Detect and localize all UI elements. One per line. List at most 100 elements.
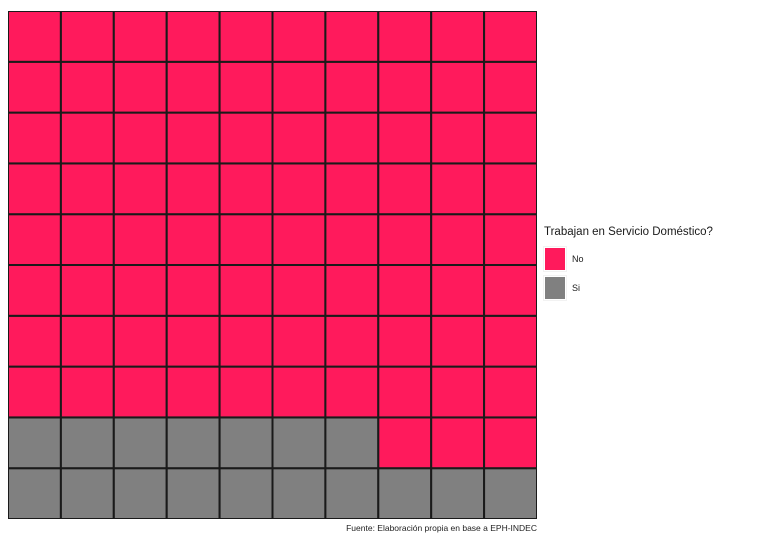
waffle-cell-no [324, 11, 380, 63]
waffle-cell-no [483, 314, 537, 368]
waffle-cell-no [59, 60, 115, 114]
waffle-cell-no [324, 60, 380, 114]
waffle-cell-no [59, 162, 115, 216]
waffle-cell-no [430, 314, 486, 368]
waffle-cell-no [8, 314, 62, 368]
waffle-cell-no [112, 11, 168, 63]
waffle-cell-no [165, 365, 221, 419]
waffle-cell-no [165, 264, 221, 317]
waffle-cell-no [59, 11, 115, 63]
waffle-cell-no [218, 11, 274, 63]
waffle-cell-no [377, 365, 433, 419]
waffle-cell-no [8, 111, 62, 165]
waffle-cell-no [271, 11, 327, 63]
waffle-cell-si [165, 467, 221, 519]
waffle-cell-no [324, 213, 380, 266]
waffle-cell-no [112, 162, 168, 216]
waffle-cell-si [165, 416, 221, 470]
waffle-cell-no [8, 162, 62, 216]
waffle-cell-no [430, 111, 486, 165]
waffle-cell-no [430, 162, 486, 216]
waffle-cell-no [483, 213, 537, 266]
waffle-cell-no [8, 11, 62, 63]
waffle-cell-no [271, 264, 327, 317]
waffle-cell-no [59, 111, 115, 165]
waffle-cell-no [483, 416, 537, 470]
waffle-cell-no [430, 11, 486, 63]
waffle-cell-no [324, 365, 380, 419]
waffle-cell-no [377, 314, 433, 368]
waffle-cell-no [8, 264, 62, 317]
waffle-cell-no [483, 365, 537, 419]
waffle-cell-no [324, 111, 380, 165]
chart-caption: Fuente: Elaboración propia en base a EPH… [346, 523, 537, 533]
waffle-cell-si [218, 467, 274, 519]
waffle-cell-si [218, 416, 274, 470]
waffle-cell-no [377, 11, 433, 63]
waffle-cell-no [218, 162, 274, 216]
waffle-cell-no [218, 314, 274, 368]
waffle-cell-si [59, 416, 115, 470]
waffle-cell-no [377, 60, 433, 114]
waffle-cell-no [430, 213, 486, 266]
waffle-cell-no [430, 60, 486, 114]
waffle-cell-no [8, 213, 62, 266]
waffle-cell-no [59, 213, 115, 266]
waffle-cell-si [59, 467, 115, 519]
waffle-cell-si [430, 467, 486, 519]
waffle-cell-no [165, 213, 221, 266]
legend-label-no: No [572, 253, 584, 264]
waffle-cell-no [377, 162, 433, 216]
waffle-cell-no [112, 314, 168, 368]
waffle-cell-no [483, 264, 537, 317]
waffle-cell-no [8, 60, 62, 114]
waffle-cell-no [377, 213, 433, 266]
waffle-cell-si [483, 467, 537, 519]
waffle-cell-no [165, 314, 221, 368]
waffle-cell-si [112, 416, 168, 470]
waffle-cell-si [324, 467, 380, 519]
waffle-cell-no [324, 162, 380, 216]
waffle-cell-no [112, 365, 168, 419]
waffle-cell-no [112, 264, 168, 317]
waffle-cell-si [112, 467, 168, 519]
waffle-cell-no [271, 60, 327, 114]
waffle-cell-si [8, 467, 62, 519]
waffle-cell-no [430, 264, 486, 317]
waffle-cell-si [271, 416, 327, 470]
waffle-cell-si [271, 467, 327, 519]
legend-swatch-si [543, 274, 567, 301]
waffle-cell-no [324, 314, 380, 368]
waffle-cell-no [271, 365, 327, 419]
waffle-cell-no [59, 314, 115, 368]
waffle-cell-no [430, 416, 486, 470]
legend-title: Trabajan en Servicio Doméstico? [544, 226, 713, 238]
waffle-cell-no [165, 111, 221, 165]
legend-label-si: Si [572, 282, 581, 293]
legend-item-si: Si [543, 273, 713, 302]
legend: Trabajan en Servicio Doméstico? No Si [543, 226, 713, 302]
waffle-cell-no [271, 213, 327, 266]
waffle-cell-no [165, 60, 221, 114]
legend-swatch-no [543, 245, 567, 272]
waffle-cell-no [59, 264, 115, 317]
waffle-cell-no [483, 162, 537, 216]
waffle-cell-no [483, 111, 537, 165]
legend-item-no: No [543, 244, 713, 273]
waffle-cell-no [324, 264, 380, 317]
waffle-cell-no [218, 264, 274, 317]
waffle-cell-si [377, 467, 433, 519]
waffle-cell-no [430, 365, 486, 419]
waffle-cell-no [112, 213, 168, 266]
waffle-cell-no [165, 11, 221, 63]
waffle-cell-no [377, 111, 433, 165]
waffle-cell-no [218, 365, 274, 419]
waffle-cell-no [483, 60, 537, 114]
waffle-cell-no [218, 111, 274, 165]
waffle-cell-no [218, 213, 274, 266]
waffle-cell-no [271, 162, 327, 216]
waffle-cell-no [112, 60, 168, 114]
waffle-cell-no [271, 111, 327, 165]
waffle-cell-no [377, 264, 433, 317]
waffle-cell-no [8, 365, 62, 419]
